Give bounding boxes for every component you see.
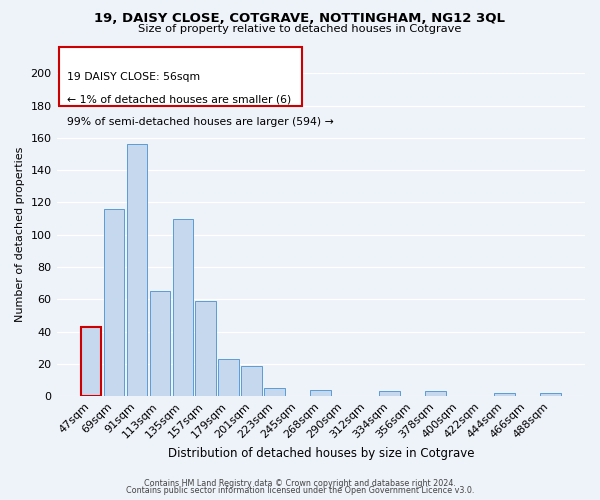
Y-axis label: Number of detached properties: Number of detached properties <box>15 147 25 322</box>
Bar <box>310 390 331 396</box>
Bar <box>540 393 561 396</box>
Bar <box>127 144 147 396</box>
Bar <box>494 393 515 396</box>
Text: ← 1% of detached houses are smaller (6): ← 1% of detached houses are smaller (6) <box>67 94 292 104</box>
Text: 19, DAISY CLOSE, COTGRAVE, NOTTINGHAM, NG12 3QL: 19, DAISY CLOSE, COTGRAVE, NOTTINGHAM, N… <box>95 12 505 24</box>
Bar <box>149 292 170 396</box>
Bar <box>425 392 446 396</box>
X-axis label: Distribution of detached houses by size in Cotgrave: Distribution of detached houses by size … <box>167 447 474 460</box>
Bar <box>196 301 216 396</box>
Bar <box>173 218 193 396</box>
FancyBboxPatch shape <box>59 48 302 106</box>
Bar <box>80 327 101 396</box>
Text: Contains HM Land Registry data © Crown copyright and database right 2024.: Contains HM Land Registry data © Crown c… <box>144 478 456 488</box>
Bar <box>379 392 400 396</box>
Text: 19 DAISY CLOSE: 56sqm: 19 DAISY CLOSE: 56sqm <box>67 72 200 82</box>
Bar <box>265 388 285 396</box>
Bar <box>104 209 124 396</box>
Text: 99% of semi-detached houses are larger (594) →: 99% of semi-detached houses are larger (… <box>67 116 334 126</box>
Bar <box>218 359 239 396</box>
Bar <box>241 366 262 396</box>
Text: Size of property relative to detached houses in Cotgrave: Size of property relative to detached ho… <box>139 24 461 34</box>
Text: Contains public sector information licensed under the Open Government Licence v3: Contains public sector information licen… <box>126 486 474 495</box>
